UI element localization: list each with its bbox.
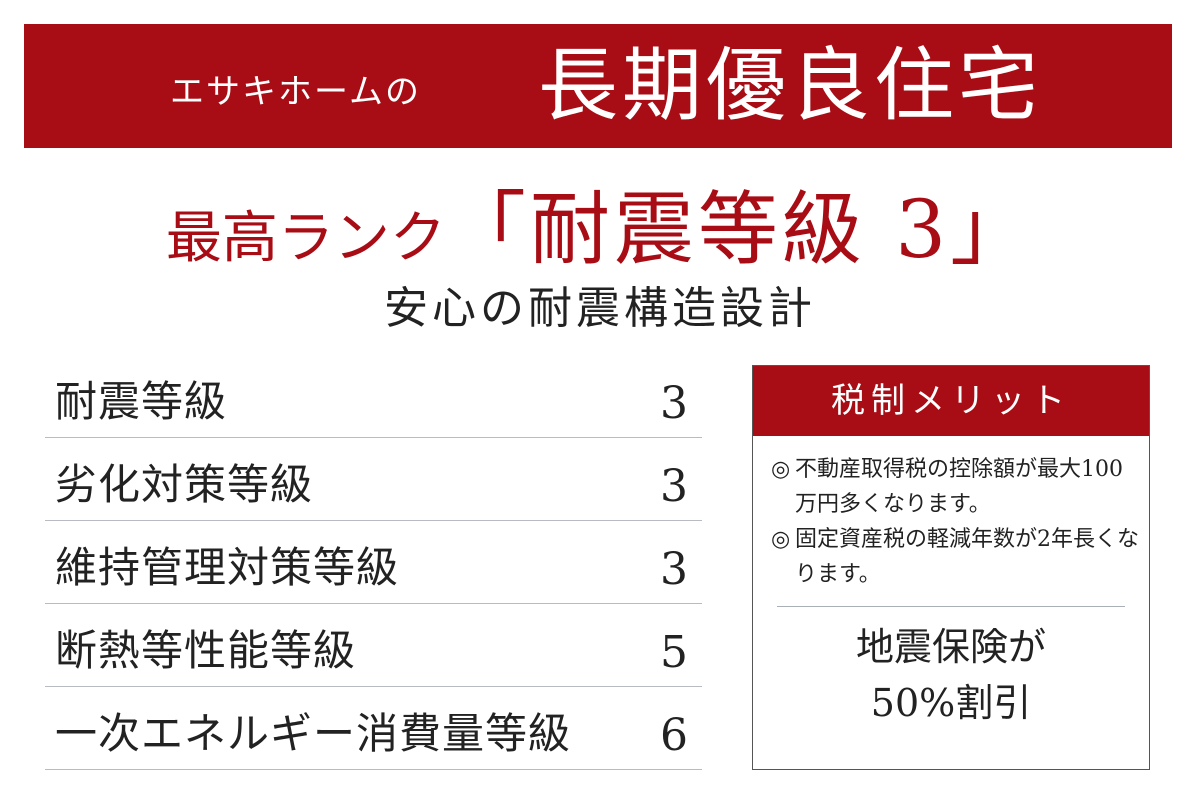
grade-value: 3 xyxy=(660,461,688,512)
tax-merit-item: ◎ 不動産取得税の控除額が最大100万円多くなります。 xyxy=(771,452,1139,522)
tax-merit-box: 税制メリット ◎ 不動産取得税の控除額が最大100万円多くなります。 ◎ 固定資産税… xyxy=(752,365,1150,770)
grade-label: 維持管理対策等級 xyxy=(55,543,400,592)
grade-row: 断熱等性能等級 5 xyxy=(45,604,702,687)
grade-label: 断熱等性能等級 xyxy=(55,626,357,675)
insurance-highlight: 地震保険が 50%割引 xyxy=(753,619,1149,731)
tax-merit-text: 不動産取得税の控除額が最大100万円多くなります。 xyxy=(795,457,1123,517)
banner-title: 長期優良住宅 xyxy=(538,39,1042,132)
tax-merit-title: 税制メリット xyxy=(753,366,1149,436)
tax-merit-item: ◎ 固定資産税の軽減年数が2年長くなります。 xyxy=(771,522,1139,592)
headline-prefix: 最高ランク xyxy=(165,206,446,271)
insurance-line-2: 50%割引 xyxy=(870,681,1032,725)
grade-row: 一次エネルギー消費量等級 6 xyxy=(45,687,702,770)
double-circle-icon: ◎ xyxy=(771,527,791,552)
insurance-line-1: 地震保険が xyxy=(855,625,1046,669)
grade-value: 6 xyxy=(660,710,688,761)
grade-value: 5 xyxy=(660,627,688,678)
grade-value: 3 xyxy=(660,378,688,429)
grade-row: 維持管理対策等級 3 xyxy=(45,521,702,604)
subheadline: 安心の耐震構造設計 xyxy=(384,283,816,334)
headline-main: 「耐震等級 3」 xyxy=(445,183,1035,276)
grade-label: 劣化対策等級 xyxy=(55,460,314,509)
grade-label: 一次エネルギー消費量等級 xyxy=(55,709,572,758)
grade-row: 耐震等級 3 xyxy=(45,355,702,438)
grades-table: 耐震等級 3 劣化対策等級 3 維持管理対策等級 3 断熱等性能等級 5 一次エネルギー… xyxy=(45,355,702,770)
grade-row: 劣化対策等級 3 xyxy=(45,438,702,521)
double-circle-icon: ◎ xyxy=(771,457,791,482)
headline: 最高ランク「耐震等級 3」 xyxy=(0,165,1200,281)
title-banner: エサキホームの 長期優良住宅 xyxy=(24,24,1172,148)
company-name: エサキホームの xyxy=(170,72,421,112)
grade-label: 耐震等級 xyxy=(55,377,228,426)
tax-merit-text: 固定資産税の軽減年数が2年長くなります。 xyxy=(795,527,1139,587)
divider xyxy=(777,606,1125,607)
grade-value: 3 xyxy=(660,544,688,595)
